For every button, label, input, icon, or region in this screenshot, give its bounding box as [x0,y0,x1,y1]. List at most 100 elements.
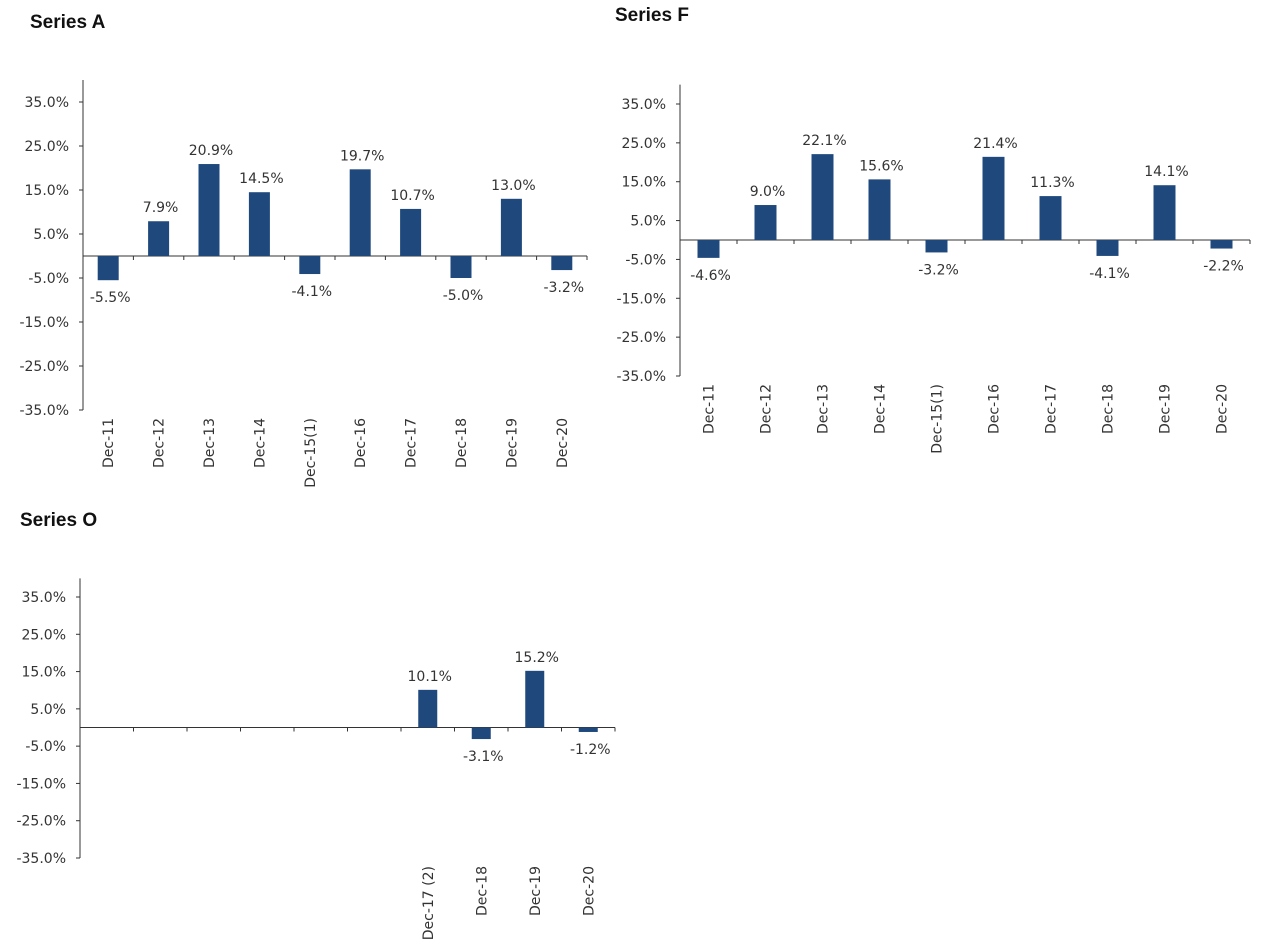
y-tick-label: 15.0% [25,183,69,199]
bar [925,240,948,253]
data-label: 9.0% [750,184,786,200]
x-tick-label: Dec-13 [202,418,218,468]
bar [198,164,220,256]
data-label: 10.7% [390,188,434,204]
x-tick-label: Dec-18 [454,418,470,468]
x-tick-label: Dec-11 [702,384,718,434]
bar [754,205,777,240]
chart-title-series-a: Series A [30,12,106,33]
x-tick-label: Dec-11 [101,418,117,468]
data-label: 15.2% [515,650,559,666]
x-tick-label: Dec-20 [555,418,571,468]
bar [299,256,321,275]
bar [148,221,170,256]
y-tick-label: -15.0% [19,315,69,331]
bar [697,240,720,258]
data-label: -3.2% [543,280,584,296]
data-label: -4.6% [690,268,731,284]
x-tick-label: Dec-16 [353,418,369,468]
data-label: 7.9% [143,200,179,216]
bar [97,256,119,281]
y-tick-label: -35.0% [616,369,666,385]
y-tick-label: 15.0% [22,665,66,681]
bar [1210,240,1233,249]
x-tick-label: Dec-17 (2) [421,866,437,940]
y-tick-label: 25.0% [25,139,69,155]
x-tick-label: Dec-17 [404,418,420,468]
data-label: 14.1% [1144,164,1188,180]
data-label: 10.1% [408,669,452,685]
x-tick-label: Dec-18 [474,866,490,916]
bar [400,208,422,256]
y-tick-label: -5.0% [28,271,69,287]
y-tick-label: 25.0% [622,136,666,152]
data-label: 11.3% [1030,175,1074,191]
y-tick-label: -25.0% [616,330,666,346]
bar [982,156,1005,240]
y-tick-label: 5.0% [630,214,666,230]
bar [349,169,371,256]
x-tick-label: Dec-12 [759,384,775,434]
bar [868,179,891,240]
y-tick-label: -5.0% [25,739,66,755]
bar [1039,196,1062,240]
y-tick-label: 5.0% [33,227,69,243]
x-tick-label: Dec-19 [504,418,520,468]
bar [450,256,472,278]
data-label: 13.0% [491,178,535,194]
bar [471,727,491,740]
y-tick-label: -35.0% [16,851,66,867]
data-label: -2.2% [1203,259,1244,275]
x-tick-label: Dec-15(1) [930,384,946,454]
data-label: 22.1% [802,133,846,149]
bar [1096,240,1119,256]
data-label: 21.4% [973,136,1017,152]
y-tick-label: -25.0% [16,814,66,830]
y-tick-label: -35.0% [19,403,69,419]
y-tick-label: -25.0% [19,359,69,375]
data-label: -5.5% [90,290,131,306]
data-label: -3.1% [463,749,504,765]
x-tick-label: Dec-13 [816,384,832,434]
x-tick-label: Dec-14 [252,418,268,468]
y-tick-label: -15.0% [16,776,66,792]
chart-title-series-f: Series F [615,5,689,26]
data-label: 20.9% [189,143,233,159]
bar [1153,185,1176,240]
y-tick-label: 25.0% [22,627,66,643]
y-tick-label: 35.0% [25,95,69,111]
data-label: -5.0% [443,288,484,304]
y-tick-label: 15.0% [622,175,666,191]
x-tick-label: Dec-18 [1101,384,1117,434]
x-tick-label: Dec-14 [873,384,889,434]
bar [525,670,545,728]
data-label: -1.2% [570,742,611,758]
bar [811,154,834,240]
bar [500,198,522,256]
data-label: 19.7% [340,148,384,164]
data-label: -3.2% [918,262,959,278]
x-tick-label: Dec-19 [1158,384,1174,434]
x-tick-label: Dec-20 [581,866,597,916]
bar [578,727,598,732]
data-label: -4.1% [291,284,332,300]
x-tick-label: Dec-15(1) [303,418,319,488]
data-label: 15.6% [859,158,903,174]
bar [551,256,573,271]
chart-title-series-o: Series O [20,510,98,531]
x-tick-label: Dec-19 [528,866,544,916]
data-label: -4.1% [1089,266,1130,282]
bar [248,192,270,256]
x-tick-label: Dec-12 [152,418,168,468]
y-tick-label: 5.0% [30,702,66,718]
y-tick-label: 35.0% [622,97,666,113]
x-tick-label: Dec-16 [987,384,1003,434]
bar [418,689,438,728]
y-tick-label: 35.0% [22,590,66,606]
data-label: 14.5% [239,171,283,187]
y-tick-label: -15.0% [616,291,666,307]
y-tick-label: -5.0% [625,252,666,268]
x-tick-label: Dec-17 [1044,384,1060,434]
